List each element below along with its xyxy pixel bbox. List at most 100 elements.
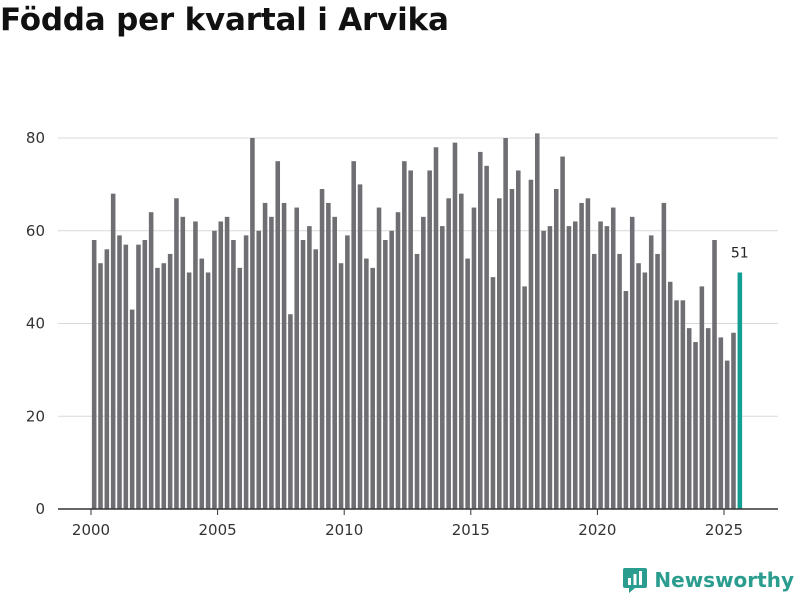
bar — [693, 342, 698, 509]
bar — [674, 300, 679, 509]
bar — [155, 267, 160, 509]
bar — [186, 272, 192, 509]
bar — [269, 216, 274, 509]
bar — [326, 202, 331, 509]
bar — [281, 202, 287, 509]
bar — [547, 226, 553, 510]
bar — [636, 263, 641, 509]
bar — [370, 267, 375, 509]
bar — [300, 240, 306, 509]
bar — [129, 309, 135, 509]
labels: 0 20 40 60 80 51 2000 2005 2010 2015 2020 2025 — [26, 129, 749, 539]
bar — [148, 212, 154, 509]
bar — [136, 244, 141, 509]
highlight-value-label: 51 — [731, 245, 749, 261]
bar — [465, 258, 470, 509]
bar — [237, 267, 243, 509]
newsworthy-logo-icon — [623, 568, 648, 593]
bar — [110, 193, 116, 509]
bar — [180, 216, 186, 509]
brand-name: Newsworthy — [654, 568, 794, 592]
chart-title: Födda per kvartal i Arvika — [0, 2, 449, 38]
bar — [193, 221, 198, 509]
bar — [142, 240, 148, 509]
bar — [243, 235, 249, 509]
bar — [402, 161, 407, 509]
bar — [604, 226, 610, 510]
bar — [712, 240, 717, 509]
bar — [705, 328, 711, 509]
bar — [332, 216, 337, 509]
bar — [395, 212, 401, 509]
x-tick-label: 2000 — [72, 521, 110, 539]
bar — [218, 221, 224, 509]
y-tick-label: 40 — [26, 315, 45, 333]
bar — [617, 253, 622, 509]
bar — [319, 189, 325, 509]
bar — [256, 230, 262, 509]
bar — [490, 277, 496, 510]
bar — [484, 165, 489, 509]
bar — [433, 147, 439, 509]
bar — [667, 281, 673, 509]
bar — [528, 179, 534, 510]
bars — [91, 133, 743, 510]
bar — [345, 235, 350, 509]
bar — [117, 235, 122, 509]
x-tick-label: 2010 — [325, 521, 363, 539]
brand-logo[interactable]: Newsworthy — [622, 566, 794, 594]
bar — [610, 207, 616, 509]
bar — [452, 142, 458, 509]
axes — [58, 508, 778, 515]
bar — [591, 253, 597, 509]
y-tick-label: 80 — [26, 129, 45, 147]
bar — [250, 138, 255, 509]
bar — [699, 286, 705, 509]
bar — [224, 216, 230, 509]
x-tick-label: 2005 — [199, 521, 237, 539]
bar — [503, 138, 508, 509]
bar — [104, 249, 110, 510]
bar — [459, 193, 464, 509]
highlight-bar — [737, 272, 743, 509]
bar — [579, 202, 584, 509]
bar — [497, 198, 502, 510]
bar — [275, 161, 281, 509]
bar — [566, 226, 572, 510]
bar — [294, 207, 300, 509]
bar — [598, 221, 603, 509]
bar — [414, 253, 420, 509]
bar — [731, 332, 736, 509]
bar — [427, 170, 432, 509]
bar — [338, 263, 344, 509]
bar — [478, 151, 483, 509]
bar — [585, 198, 591, 510]
bar — [680, 300, 686, 509]
bar — [212, 230, 217, 509]
bar — [440, 226, 445, 510]
bar — [718, 337, 724, 509]
bar — [91, 240, 97, 509]
bar — [686, 328, 692, 509]
bar — [231, 240, 236, 509]
bar — [288, 314, 293, 510]
x-tick-label: 2015 — [452, 521, 490, 539]
bar — [522, 286, 527, 509]
bar — [724, 360, 730, 509]
bar — [161, 263, 167, 509]
bar — [534, 133, 540, 510]
bar — [648, 235, 654, 509]
bar — [364, 258, 369, 509]
bar — [313, 249, 318, 510]
bar — [389, 230, 394, 509]
bar — [98, 263, 103, 509]
bar — [655, 253, 660, 509]
bar — [509, 189, 515, 509]
bar — [262, 202, 268, 509]
bar — [560, 156, 565, 510]
bar — [629, 216, 635, 509]
x-tick-label: 2020 — [578, 521, 616, 539]
y-tick-label: 20 — [26, 407, 45, 425]
bar — [123, 244, 129, 509]
